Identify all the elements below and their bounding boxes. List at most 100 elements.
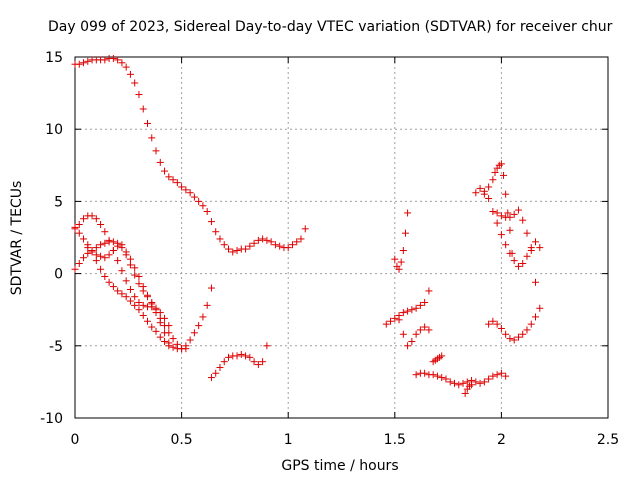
data-point xyxy=(165,173,173,181)
data-point xyxy=(195,322,203,330)
data-point xyxy=(455,381,463,389)
data-point xyxy=(131,79,139,87)
plot-area-frame xyxy=(74,56,609,419)
data-point xyxy=(216,235,224,243)
data-point xyxy=(472,189,480,197)
data-point xyxy=(169,343,177,351)
data-point xyxy=(220,241,228,249)
data-point xyxy=(75,221,83,229)
series-arc-16 xyxy=(493,206,540,286)
data-point xyxy=(485,195,493,203)
data-point xyxy=(497,324,505,332)
y-tick-label: 10 xyxy=(45,122,63,138)
data-point xyxy=(114,239,122,247)
data-point xyxy=(438,374,446,382)
data-point xyxy=(135,91,143,99)
data-point xyxy=(421,323,429,331)
data-point xyxy=(404,209,412,217)
data-point xyxy=(118,267,126,275)
data-point xyxy=(408,337,416,345)
data-point xyxy=(425,326,433,334)
data-point xyxy=(186,189,194,197)
data-point xyxy=(532,238,540,246)
x-axis-title: GPS time / hours xyxy=(281,458,398,474)
data-point xyxy=(131,271,139,279)
x-gridlines xyxy=(181,57,502,418)
data-point xyxy=(156,314,164,322)
data-point xyxy=(109,54,117,62)
data-point xyxy=(233,352,241,360)
data-point xyxy=(476,379,484,387)
data-point xyxy=(101,228,109,236)
data-point xyxy=(476,184,484,192)
data-point xyxy=(203,208,211,216)
data-point xyxy=(199,202,207,210)
data-point xyxy=(493,219,501,227)
data-point xyxy=(169,176,177,184)
data-point xyxy=(395,265,403,273)
data-point xyxy=(399,246,407,254)
data-point xyxy=(135,298,143,306)
data-point xyxy=(131,293,139,301)
data-point xyxy=(433,372,441,380)
data-point xyxy=(506,213,514,221)
data-point xyxy=(523,229,531,237)
data-point xyxy=(139,301,147,309)
data-point xyxy=(485,183,493,191)
data-point xyxy=(246,242,254,250)
data-point xyxy=(387,317,395,325)
data-point xyxy=(101,272,109,280)
series-arc-12 xyxy=(461,381,476,397)
data-point xyxy=(408,306,416,314)
data-point xyxy=(532,278,540,286)
series-arc-7 xyxy=(382,287,433,328)
data-point xyxy=(148,323,156,331)
data-point xyxy=(148,298,156,306)
data-point xyxy=(504,209,512,217)
data-point xyxy=(397,258,405,266)
data-point xyxy=(459,379,467,387)
data-point xyxy=(502,190,510,198)
data-point xyxy=(519,259,527,267)
data-point xyxy=(527,246,535,254)
y-tick-label: -5 xyxy=(49,339,63,355)
data-point xyxy=(382,320,390,328)
data-point xyxy=(468,381,476,389)
data-point xyxy=(493,209,501,217)
data-point xyxy=(480,378,488,386)
data-point xyxy=(399,330,407,338)
data-point xyxy=(250,358,258,366)
data-point xyxy=(143,317,151,325)
data-point xyxy=(463,378,471,386)
data-point xyxy=(233,246,241,254)
data-point xyxy=(114,56,122,64)
data-point xyxy=(497,369,505,377)
data-point xyxy=(416,301,424,309)
data-point xyxy=(263,236,271,244)
data-point xyxy=(195,197,203,205)
y-tick-label: -10 xyxy=(40,411,63,427)
data-point xyxy=(122,63,130,71)
data-point xyxy=(506,226,514,234)
data-point xyxy=(514,206,522,214)
data-point xyxy=(80,235,88,243)
data-point xyxy=(88,248,96,256)
y-gridlines xyxy=(75,128,608,347)
data-point xyxy=(250,239,258,247)
data-point xyxy=(489,208,497,216)
data-point xyxy=(80,215,88,223)
data-point xyxy=(131,301,139,309)
data-point xyxy=(416,326,424,334)
series-arc-13 xyxy=(472,184,544,270)
data-point xyxy=(404,307,412,315)
data-point xyxy=(118,59,126,67)
data-point xyxy=(156,333,164,341)
data-point xyxy=(412,304,420,312)
data-point xyxy=(229,248,237,256)
data-point xyxy=(259,358,267,366)
data-point xyxy=(271,241,279,249)
data-point xyxy=(75,60,83,68)
data-point xyxy=(514,262,522,270)
data-point xyxy=(502,241,510,249)
